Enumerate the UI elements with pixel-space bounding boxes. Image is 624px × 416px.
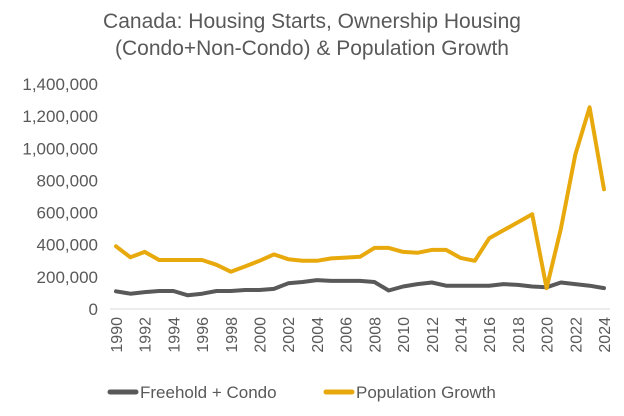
- x-tick-label: 2002: [281, 317, 298, 353]
- x-tick-label: 2024: [597, 317, 614, 353]
- legend-label-population-growth: Population Growth: [356, 383, 496, 402]
- x-tick-label: 2016: [482, 317, 499, 353]
- y-tick-label: 600,000: [37, 204, 98, 223]
- series-line-population-growth: [114, 105, 606, 291]
- y-axis-tick-labels: 0 200,000 400,000 600,000 800,000 1,000,000 1,…: [22, 75, 98, 319]
- x-tick-label: 2018: [511, 317, 528, 353]
- y-tick-label: 200,000: [37, 268, 98, 287]
- x-tick-label: 2010: [396, 317, 413, 353]
- x-tick-label: 2008: [367, 317, 384, 353]
- x-tick-label: 2020: [540, 317, 557, 353]
- y-tick-label: 1,000,000: [22, 139, 98, 158]
- chart-title-line-2: (Condo+Non-Condo) & Population Growth: [115, 37, 509, 60]
- series-line-freehold-condo: [114, 278, 606, 298]
- x-tick-label: 1996: [195, 317, 212, 353]
- x-tick-label: 2014: [453, 317, 470, 353]
- x-tick-label: 1990: [109, 317, 126, 353]
- x-tick-label: 2004: [310, 317, 327, 353]
- x-tick-label: 1994: [166, 317, 183, 353]
- y-tick-label: 400,000: [37, 236, 98, 255]
- series-layer: [114, 105, 606, 298]
- x-tick-label: 1998: [224, 317, 241, 353]
- x-tick-label: 2006: [339, 317, 356, 353]
- y-tick-label: 1,200,000: [22, 107, 98, 126]
- x-tick-label: 2012: [425, 317, 442, 353]
- x-tick-label: 2022: [568, 317, 585, 353]
- x-tick-label: 2000: [253, 317, 270, 353]
- y-tick-label: 1,400,000: [22, 75, 98, 94]
- legend-label-freehold-condo: Freehold + Condo: [140, 383, 277, 402]
- y-tick-label: 0: [89, 300, 98, 319]
- x-tick-label: 1992: [138, 317, 155, 353]
- chart-title-line-1: Canada: Housing Starts, Ownership Housin…: [103, 10, 521, 33]
- y-tick-label: 800,000: [37, 171, 98, 190]
- x-axis-tick-labels: 1990 1992 1994 1996 1998 2000 2002 2004 2006 2008…: [109, 317, 614, 353]
- legend: Freehold + Condo Population Growth: [107, 383, 496, 402]
